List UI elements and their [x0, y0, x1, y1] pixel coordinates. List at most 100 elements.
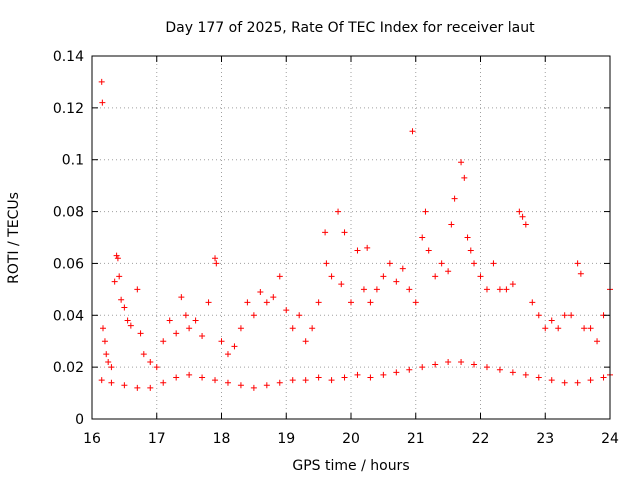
data-point [522, 371, 529, 378]
data-point [529, 299, 536, 306]
data-point [276, 273, 283, 280]
data-point [199, 333, 206, 340]
data-point [101, 338, 108, 345]
data-point [519, 213, 526, 220]
data-point [471, 361, 478, 368]
data-point [322, 229, 329, 236]
axis-ticks: 16 17 18 19 20 21 22 23 24 0 0.02 0.04 0.06 0.08 0.1 0.… [53, 49, 619, 447]
data-point [496, 366, 503, 373]
x-tick-label: 17 [148, 431, 166, 447]
data-point [250, 384, 257, 391]
data-point [289, 325, 296, 332]
data-point [380, 371, 387, 378]
data-point [114, 255, 121, 262]
data-point [380, 273, 387, 280]
data-point [250, 312, 257, 319]
data-point [118, 296, 125, 303]
data-point [535, 312, 542, 319]
data-point [113, 252, 120, 259]
data-point [406, 286, 413, 293]
data-point [335, 208, 342, 215]
data-point [276, 379, 283, 386]
data-point [323, 260, 330, 267]
data-point [561, 379, 568, 386]
data-point [406, 366, 413, 373]
x-tick-label: 24 [601, 431, 619, 447]
data-point [237, 382, 244, 389]
data-point [548, 317, 555, 324]
data-point [483, 286, 490, 293]
data-point [522, 221, 529, 228]
data-point [548, 377, 555, 384]
data-point [212, 377, 219, 384]
data-point [199, 374, 206, 381]
data-point [509, 281, 516, 288]
data-point [348, 299, 354, 306]
data-point [419, 364, 426, 371]
data-point [367, 299, 374, 306]
y-tick-label: 0 [75, 412, 84, 428]
data-point [212, 255, 219, 262]
data-point [147, 384, 154, 391]
data-point [373, 286, 380, 293]
data-point [516, 208, 523, 215]
data-point [483, 364, 490, 371]
data-point [224, 379, 231, 386]
data-points [98, 78, 613, 391]
data-point [581, 325, 588, 332]
data-point [270, 294, 277, 301]
data-point [360, 286, 367, 293]
data-point [231, 343, 238, 350]
data-point [367, 374, 374, 381]
data-point [302, 377, 309, 384]
data-point [283, 307, 290, 314]
data-point [386, 260, 393, 267]
data-point [425, 247, 432, 254]
data-point [477, 273, 484, 280]
data-point [147, 358, 154, 365]
data-point [496, 286, 503, 293]
data-point [445, 358, 452, 365]
y-axis-label: ROTI / TECUs [6, 192, 22, 284]
x-axis-label: GPS time / hours [292, 458, 409, 474]
data-point [121, 382, 128, 389]
data-point [296, 312, 303, 319]
data-point [555, 325, 562, 332]
data-point [561, 312, 568, 319]
data-point [458, 358, 465, 365]
data-point [432, 273, 439, 280]
data-point [364, 244, 371, 251]
data-point [341, 374, 348, 381]
data-point [354, 247, 361, 254]
data-point [309, 325, 316, 332]
y-tick-label: 0.04 [53, 308, 84, 324]
data-point [315, 374, 322, 381]
data-point [503, 286, 510, 293]
data-point [289, 377, 296, 384]
data-point [173, 330, 180, 337]
data-point [490, 260, 497, 267]
data-point [577, 270, 584, 277]
y-tick-label: 0.06 [53, 256, 84, 272]
x-tick-label: 22 [472, 431, 490, 447]
data-point [302, 338, 309, 345]
data-point [186, 371, 193, 378]
data-point [108, 364, 115, 371]
data-point [568, 312, 575, 319]
data-point [535, 374, 542, 381]
data-point [600, 374, 607, 381]
data-point [315, 299, 322, 306]
data-point [134, 286, 141, 293]
data-point [341, 229, 348, 236]
data-point [160, 338, 167, 345]
y-tick-label: 0.08 [53, 205, 84, 221]
data-point [399, 265, 406, 272]
data-point [186, 325, 193, 332]
data-point [108, 379, 115, 386]
data-point [542, 325, 549, 332]
data-point [587, 377, 594, 384]
data-point [153, 364, 160, 371]
data-point [471, 260, 478, 267]
data-point [432, 361, 439, 368]
